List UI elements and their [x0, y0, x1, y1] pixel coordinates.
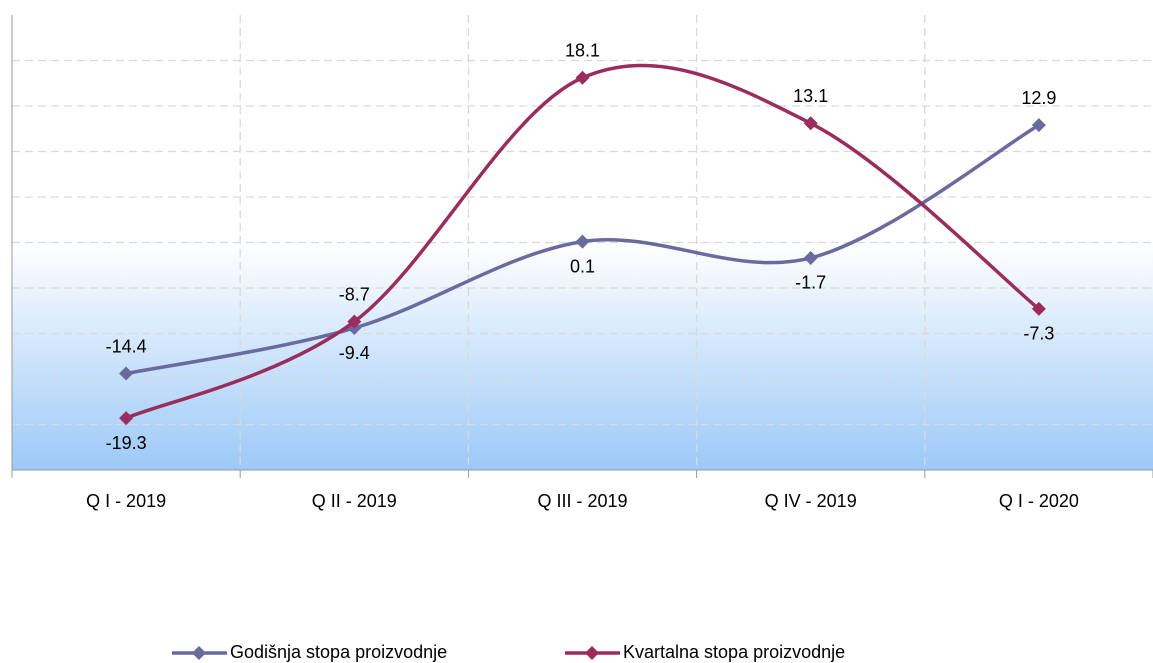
- data-label: -1.7: [795, 273, 826, 293]
- data-label: 12.9: [1021, 88, 1056, 108]
- data-label: -9.4: [339, 343, 370, 363]
- legend-label: Godišnja stopa proizvodnje: [230, 642, 447, 662]
- legend-marker: [585, 646, 599, 660]
- data-point: [347, 314, 362, 329]
- data-label: -7.3: [1023, 324, 1054, 344]
- data-point: [1031, 118, 1046, 133]
- data-label: -14.4: [106, 336, 147, 356]
- data-label: -19.3: [106, 433, 147, 453]
- data-label: 18.1: [565, 41, 600, 61]
- x-tick-label: Q I - 2019: [86, 491, 166, 511]
- data-point: [575, 234, 590, 249]
- x-tick-label: Q IV - 2019: [765, 491, 857, 511]
- data-point: [119, 411, 134, 426]
- data-label: 0.1: [570, 256, 595, 276]
- x-tick-label: Q II - 2019: [312, 491, 397, 511]
- data-point: [575, 70, 590, 85]
- plot-background: [12, 242, 1153, 470]
- data-label: -8.7: [339, 284, 370, 304]
- data-point: [119, 366, 134, 381]
- data-point: [1031, 301, 1046, 316]
- data-label: 13.1: [793, 86, 828, 106]
- legend-label: Kvartalna stopa proizvodnje: [623, 642, 845, 662]
- legend-marker: [192, 646, 206, 660]
- x-tick-label: Q III - 2019: [537, 491, 627, 511]
- x-tick-label: Q I - 2020: [999, 491, 1079, 511]
- data-point: [803, 250, 818, 265]
- data-point: [803, 116, 818, 131]
